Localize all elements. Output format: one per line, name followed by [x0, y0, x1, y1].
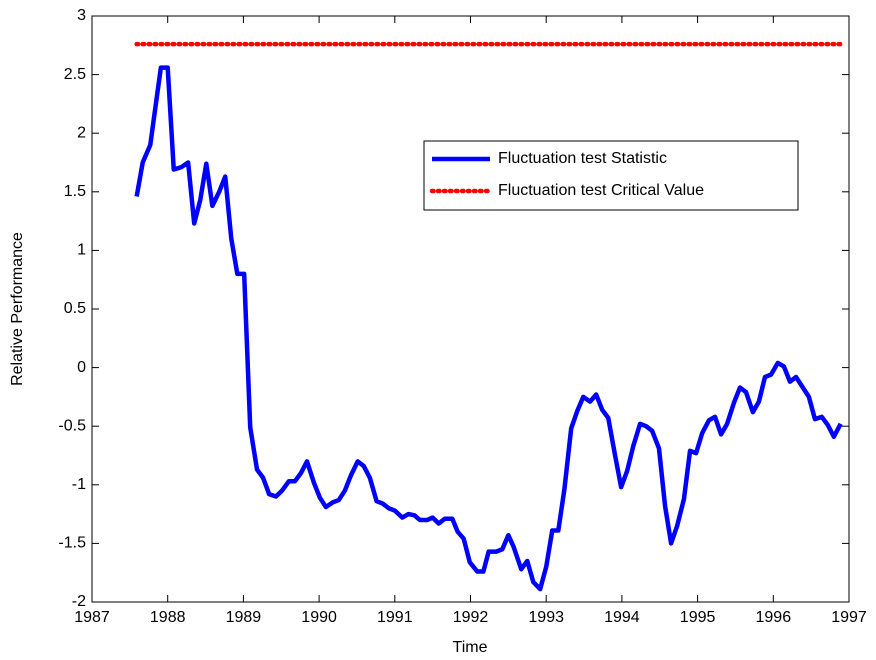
data-line: [134, 65, 843, 592]
y-tick-label: -1.5: [58, 535, 86, 552]
x-tick-label: 1993: [528, 609, 564, 626]
y-tick-label: 2.5: [64, 66, 86, 83]
y-tick-label: 0.5: [64, 300, 86, 317]
y-tick-label: 1.5: [64, 183, 86, 200]
legend-label: Fluctuation test Critical Value: [498, 182, 704, 199]
plot-area: [92, 16, 849, 602]
x-tick-label: 1987: [74, 609, 110, 626]
x-tick-label: 1989: [226, 609, 262, 626]
x-tick-label: 1991: [377, 609, 413, 626]
y-tick-label: -0.5: [58, 417, 86, 434]
y-tick-label: 2: [77, 124, 86, 141]
y-tick-label: 3: [77, 7, 86, 24]
y-tick-label: 0: [77, 359, 86, 376]
plot-frame: [91, 15, 850, 603]
y-axis-label: Relative Performance: [9, 232, 26, 386]
x-tick-label: 1990: [301, 609, 337, 626]
x-tick-label: 1988: [150, 609, 186, 626]
x-axis-label: Time: [453, 639, 488, 656]
y-tick-label: -2: [72, 593, 86, 610]
legend-box: [423, 140, 799, 211]
y-tick-label: 1: [77, 242, 86, 259]
x-tick-label: 1992: [453, 609, 489, 626]
x-tick-label: 1996: [756, 609, 792, 626]
x-tick-label: 1995: [680, 609, 716, 626]
x-tick-label: 1997: [831, 609, 867, 626]
legend-label: Fluctuation test Statistic: [498, 150, 667, 167]
y-tick-label: -1: [72, 476, 86, 493]
x-tick-label: 1994: [604, 609, 640, 626]
